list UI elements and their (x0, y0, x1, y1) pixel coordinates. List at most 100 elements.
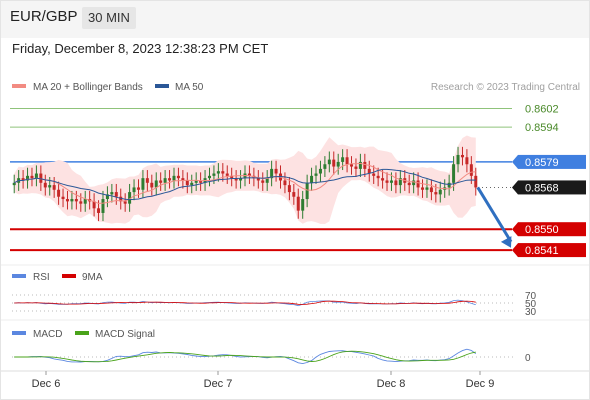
bear-candle (136, 187, 140, 190)
bull-candle (83, 199, 87, 204)
bear-candle (168, 178, 172, 181)
bear-candle (287, 185, 291, 193)
forecast-arrow-shaft (476, 186, 513, 243)
bull-candle (48, 185, 52, 188)
bear-candle (30, 175, 34, 179)
time-axis-label: Dec 9 (466, 378, 495, 390)
support-tag-pointer (512, 222, 518, 237)
watermark-text: Research © 2023 Trading Central (431, 82, 580, 93)
bull-candle (425, 187, 429, 190)
bear-candle (350, 164, 354, 167)
bull-candle (216, 171, 220, 174)
bear-candle (39, 173, 43, 183)
rsi-level-label: 30 (525, 307, 537, 318)
bull-candle (163, 178, 167, 183)
currency-pair-title: EUR/GBP (10, 8, 78, 25)
bear-candle (261, 180, 265, 183)
bear-candle (385, 180, 389, 183)
bear-candle (372, 173, 376, 176)
bear-candle (421, 187, 425, 190)
bull-candle (105, 194, 109, 200)
bull-candle (341, 157, 345, 162)
bear-candle (225, 173, 229, 176)
time-axis-label: Dec 7 (204, 378, 233, 390)
bull-candle (301, 199, 305, 211)
bull-candle (456, 154, 460, 165)
bull-candle (128, 192, 132, 204)
bull-candle (398, 178, 402, 186)
bear-candle (185, 180, 189, 186)
last-tag-pointer (512, 180, 518, 195)
bear-candle (123, 201, 127, 204)
bear-candle (199, 180, 203, 183)
bear-candle (354, 166, 358, 169)
bull-candle (314, 173, 318, 176)
last-level-label: 0.8568 (525, 182, 559, 194)
bear-candle (92, 201, 96, 209)
bull-candle (194, 180, 198, 183)
macd-zero-label: 0 (525, 353, 531, 364)
bear-candle (465, 157, 469, 165)
rsi-legend-swatch (12, 274, 26, 278)
bear-candle (256, 178, 260, 181)
bear-candle (345, 157, 349, 165)
macd-signal-line (14, 350, 476, 363)
pivot-tag-pointer (512, 154, 518, 169)
bear-candle (43, 182, 47, 188)
ma50-legend-swatch (155, 84, 169, 88)
bull-candle (452, 164, 456, 183)
time-axis-label: Dec 6 (32, 378, 61, 390)
macd-legend-swatch (12, 331, 26, 335)
ma50-legend-label: MA 50 (175, 82, 204, 93)
bear-candle (469, 164, 473, 176)
bear-candle (159, 180, 163, 183)
resistance-level-label: 0.8594 (525, 122, 559, 134)
bull-candle (70, 199, 74, 202)
bear-candle (292, 192, 296, 197)
bear-candle (283, 180, 287, 186)
bear-candle (247, 173, 251, 176)
support-level-label: 0.8541 (525, 245, 559, 257)
bull-candle (270, 168, 274, 179)
bull-candle (172, 175, 176, 181)
bull-candle (389, 180, 393, 183)
bull-candle (12, 182, 16, 186)
bear-candle (221, 171, 225, 174)
bear-candle (79, 201, 83, 204)
ma20-legend-swatch (12, 84, 26, 88)
bear-candle (97, 208, 101, 213)
bear-candle (381, 178, 385, 181)
support-level-label: 0.8550 (525, 224, 559, 236)
bear-candle (274, 168, 278, 174)
chart-datetime: Friday, December 8, 2023 12:38:23 PM CET (12, 41, 269, 56)
bear-candle (65, 199, 69, 202)
resistance-level-label: 0.8602 (525, 104, 559, 116)
ma20-legend-label: MA 20 + Bollinger Bands (33, 82, 143, 93)
bear-candle (416, 180, 420, 188)
bear-candle (429, 187, 433, 193)
bear-candle (74, 199, 78, 202)
bull-candle (239, 178, 243, 181)
ma9-legend-label: 9MA (82, 272, 103, 283)
bull-candle (207, 175, 211, 179)
rsi-level-label: 70 (525, 291, 537, 302)
ma50-line (13, 168, 476, 201)
bull-candle (154, 180, 158, 188)
bear-candle (376, 175, 380, 179)
bull-candle (358, 161, 362, 169)
bull-candle (101, 199, 105, 213)
timeframe-badge[interactable]: 30 MIN (82, 7, 136, 29)
bear-candle (145, 178, 149, 183)
bull-candle (132, 187, 136, 193)
support-price-tag (518, 222, 586, 237)
bull-candle (327, 159, 331, 165)
bull-candle (412, 180, 416, 186)
bear-candle (363, 161, 367, 169)
bull-candle (141, 178, 145, 190)
bear-candle (181, 178, 185, 181)
bear-candle (176, 175, 180, 179)
support-tag-pointer (512, 243, 518, 258)
bull-candle (310, 175, 314, 183)
ma9-legend-swatch (62, 274, 76, 278)
